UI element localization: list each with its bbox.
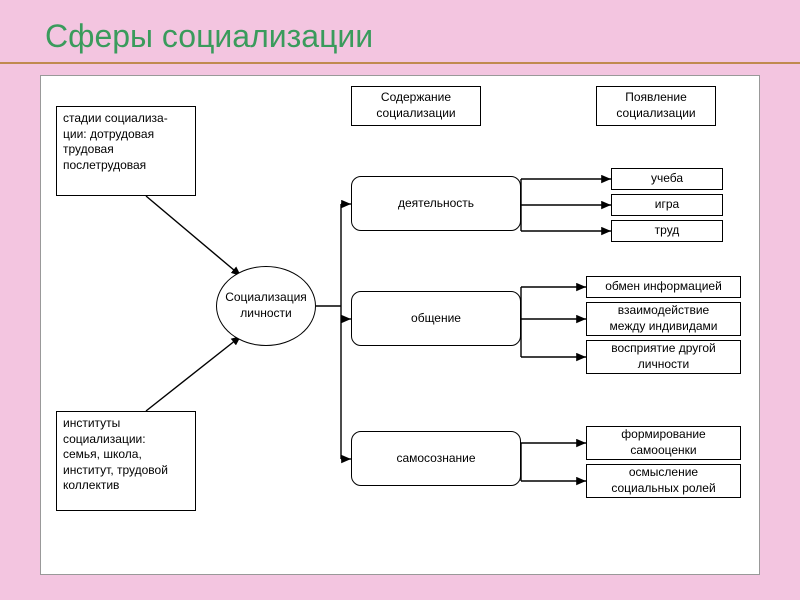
node-activity: деятельность <box>351 176 521 231</box>
page-title: Сферы социализации <box>45 18 373 55</box>
node-roles: осмыслениесоциальных ролей <box>586 464 741 498</box>
node-content: Содержаниесоциализации <box>351 86 481 126</box>
node-stages: стадии социализа-ции: дотрудоваятрудовая… <box>56 106 196 196</box>
node-study: учеба <box>611 168 723 190</box>
node-institutes: институтысоциализации:семья, школа,инсти… <box>56 411 196 511</box>
node-interact: взаимодействиемежду индивидами <box>586 302 741 336</box>
accent-line <box>0 62 800 64</box>
node-game: игра <box>611 194 723 216</box>
node-appearance: Появлениесоциализации <box>596 86 716 126</box>
node-center: Социализацияличности <box>216 266 316 346</box>
node-infoex: обмен информацией <box>586 276 741 298</box>
node-labor: труд <box>611 220 723 242</box>
node-selfesteem: формированиесамооценки <box>586 426 741 460</box>
node-percept: восприятие другойличности <box>586 340 741 374</box>
node-selfaware: самосознание <box>351 431 521 486</box>
node-communication: общение <box>351 291 521 346</box>
diagram-canvas: стадии социализа-ции: дотрудоваятрудовая… <box>40 75 760 575</box>
